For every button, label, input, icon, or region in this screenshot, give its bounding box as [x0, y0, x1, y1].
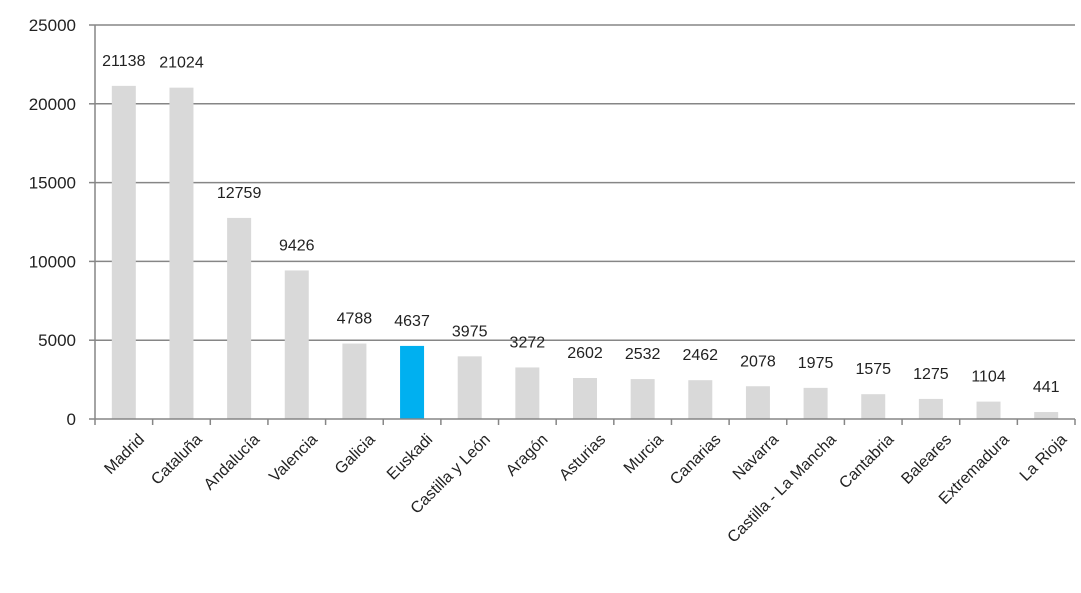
bar-castilla-y-le-n [457, 356, 482, 419]
data-label: 12759 [217, 185, 262, 202]
category-label: Navarra [730, 431, 782, 483]
category-label: Canarias [667, 431, 724, 488]
category-label: La Rioja [1017, 431, 1071, 485]
data-label: 4788 [337, 311, 373, 328]
bar-galicia [342, 343, 367, 419]
y-tick-labels: 0 5000 10000 15000 20000 25000 [29, 16, 76, 429]
bar-navarra [745, 386, 770, 419]
category-label: Euskadi [384, 431, 436, 483]
bar-murcia [630, 379, 655, 419]
bar-cantabria [861, 394, 886, 419]
data-label: 2532 [625, 346, 661, 363]
data-label: 9426 [279, 237, 315, 254]
category-label: Cataluña [148, 431, 205, 488]
data-label: 21024 [159, 55, 204, 72]
category-label: Asturias [556, 431, 609, 484]
bars [111, 85, 1059, 420]
data-label: 441 [1033, 379, 1060, 396]
category-label: Aragón [503, 431, 552, 480]
category-label: Baleares [898, 431, 955, 488]
data-labels: 21138 21024 12759 9426 4788 4637 3975 3272 2602 2… [102, 53, 1059, 396]
category-label: Valencia [266, 431, 321, 486]
bar-valencia [284, 270, 309, 419]
bar-la-rioja [1034, 412, 1059, 419]
data-label: 4637 [394, 313, 430, 330]
bar-euskadi [400, 345, 425, 419]
data-label: 2078 [740, 353, 776, 370]
data-label: 3272 [510, 334, 546, 351]
bar-arag-n [515, 367, 540, 419]
data-label: 2462 [682, 347, 718, 364]
category-label: Murcia [621, 431, 667, 477]
data-label: 21138 [102, 53, 145, 70]
y-tick-label: 20000 [29, 95, 76, 114]
category-label: Madrid [101, 431, 148, 478]
bar-madrid [111, 85, 136, 420]
data-label: 1104 [971, 369, 1006, 386]
bar-baleares [918, 398, 943, 419]
bar-asturias [573, 377, 597, 419]
bar-extremadura [976, 401, 1001, 419]
category-label: Castilla - La Mancha [725, 431, 840, 546]
category-label: Andalucía [201, 431, 263, 493]
category-label: Galicia [332, 431, 379, 478]
y-tick-label: 0 [67, 410, 76, 429]
y-tick-label: 25000 [29, 16, 76, 35]
y-tick-label: 10000 [29, 252, 76, 271]
data-label: 3975 [452, 323, 488, 340]
bar-castilla-la-mancha [803, 387, 828, 419]
gridlines [95, 24, 1075, 341]
data-label: 2602 [567, 345, 603, 362]
y-tick-label: 15000 [29, 174, 76, 193]
bar-andaluc-a [227, 217, 252, 419]
y-tick-label: 5000 [38, 331, 76, 350]
data-label: 1275 [913, 366, 949, 383]
axes [89, 24, 1076, 425]
bar-canarias [688, 380, 713, 419]
bar-catalu-a [169, 87, 194, 420]
category-label: Cantabria [836, 431, 897, 492]
data-label: 1975 [798, 355, 834, 372]
data-label: 1575 [855, 361, 891, 378]
